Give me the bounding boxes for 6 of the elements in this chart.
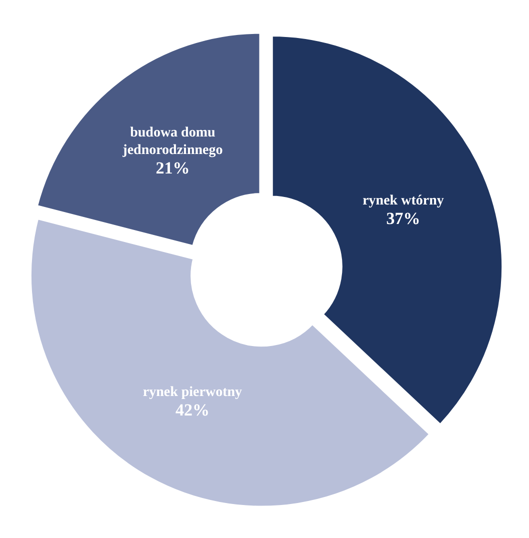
slice-label: rynek pierwotny (142, 385, 242, 400)
slice-label: rynek wtórny (362, 194, 444, 209)
slice-label: budowa domu jednorodzinnego (122, 126, 223, 158)
data-label: 42% (175, 400, 210, 420)
data-label: 37% (386, 208, 420, 228)
data-label: 21% (156, 158, 190, 178)
